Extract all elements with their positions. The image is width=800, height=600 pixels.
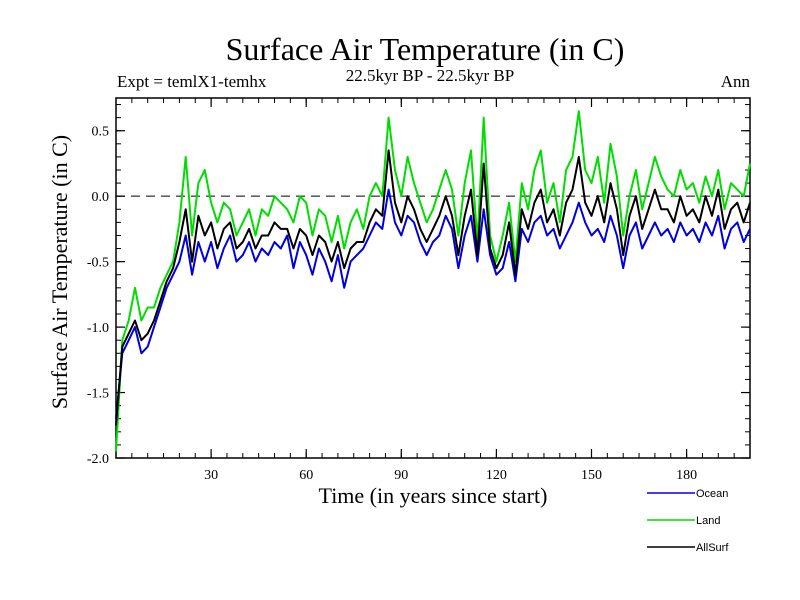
y-tick-label: 0.0 bbox=[92, 190, 110, 205]
x-tick-label: 150 bbox=[581, 468, 602, 483]
chart-title: Surface Air Temperature (in C) bbox=[226, 31, 625, 67]
legend-label-ocean: Ocean bbox=[696, 488, 728, 500]
y-tick-label: -1.5 bbox=[87, 387, 109, 402]
x-tick-label: 60 bbox=[299, 468, 313, 483]
axis-ticks: -2.0 -1.5 -1.0 -0.5 0.0 0.5 30 60 90 120 150 180 bbox=[87, 98, 751, 483]
expt-label: Expt = temlX1-temhx bbox=[117, 72, 267, 91]
series-line-land bbox=[115, 110, 751, 452]
x-axis-label: Time (in years since start) bbox=[319, 483, 548, 508]
y-tick-label: 0.5 bbox=[92, 125, 110, 140]
y-axis-label: Surface Air Temperature (in C) bbox=[47, 135, 72, 409]
legend-label-land: Land bbox=[696, 515, 720, 527]
plot-frame bbox=[115, 97, 751, 459]
x-tick-label: 120 bbox=[486, 468, 507, 483]
y-tick-label: -1.0 bbox=[87, 321, 109, 336]
season-label: Ann bbox=[721, 72, 751, 91]
x-tick-label: 180 bbox=[676, 468, 697, 483]
legend: Ocean Land AllSurf bbox=[647, 488, 729, 554]
y-tick-label: -2.0 bbox=[87, 452, 109, 467]
series-line-ocean bbox=[115, 188, 751, 419]
y-tick-label: -0.5 bbox=[87, 256, 109, 271]
series-line-allsurf bbox=[115, 149, 751, 426]
x-tick-label: 90 bbox=[394, 468, 408, 483]
chart-subtitle: 22.5kyr BP - 22.5kyr BP bbox=[346, 66, 514, 85]
series-layer bbox=[115, 110, 751, 452]
legend-label-allsurf: AllSurf bbox=[696, 542, 729, 554]
plot-area bbox=[115, 97, 751, 459]
x-tick-label: 30 bbox=[204, 468, 218, 483]
